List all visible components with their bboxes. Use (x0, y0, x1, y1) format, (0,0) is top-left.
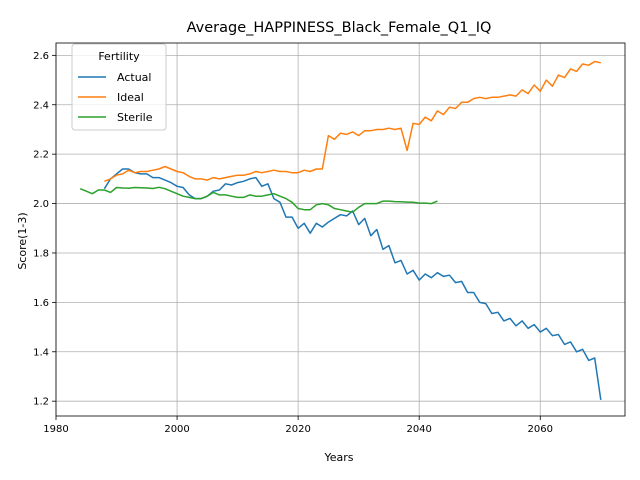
x-tick-label: 2040 (406, 424, 431, 435)
y-tick-label: 2.2 (33, 150, 49, 161)
x-axis-ticks: 1980 2000 2020 2040 2060 (43, 416, 553, 435)
x-tick-label: 2000 (164, 424, 189, 435)
y-tick-label: 1.6 (33, 298, 49, 309)
legend-title: Fertility (98, 50, 140, 63)
legend-label-sterile: Sterile (117, 111, 153, 124)
y-tick-label: 2.0 (33, 199, 49, 210)
legend-label-ideal: Ideal (117, 91, 144, 104)
legend-box (71, 43, 167, 131)
y-tick-label: 1.4 (33, 347, 49, 358)
series-line-sterile (79, 186, 438, 213)
x-axis-label: Years (323, 451, 353, 464)
legend-label-actual: Actual (117, 71, 151, 84)
x-tick-label: 1980 (43, 424, 68, 435)
y-axis-label: Score(1-3) (16, 212, 29, 269)
series-layer (79, 60, 602, 401)
y-tick-label: 2.6 (33, 51, 49, 62)
y-axis-ticks: 1.2 1.4 1.6 1.8 2.0 2.2 2.4 2.6 (33, 51, 56, 408)
y-tick-label: 1.2 (33, 397, 49, 408)
y-tick-label: 1.8 (33, 248, 49, 259)
y-tick-label: 2.4 (33, 100, 49, 111)
series-line-actual (103, 168, 602, 401)
x-tick-label: 2020 (285, 424, 310, 435)
grid (55, 43, 625, 416)
plot-area-frame (55, 42, 626, 417)
x-tick-label: 2060 (528, 424, 553, 435)
legend: Fertility Actual Ideal Sterile (71, 43, 167, 131)
chart-title: Average_HAPPINESS_Black_Female_Q1_IQ (187, 20, 492, 36)
series-line-ideal (104, 60, 601, 182)
